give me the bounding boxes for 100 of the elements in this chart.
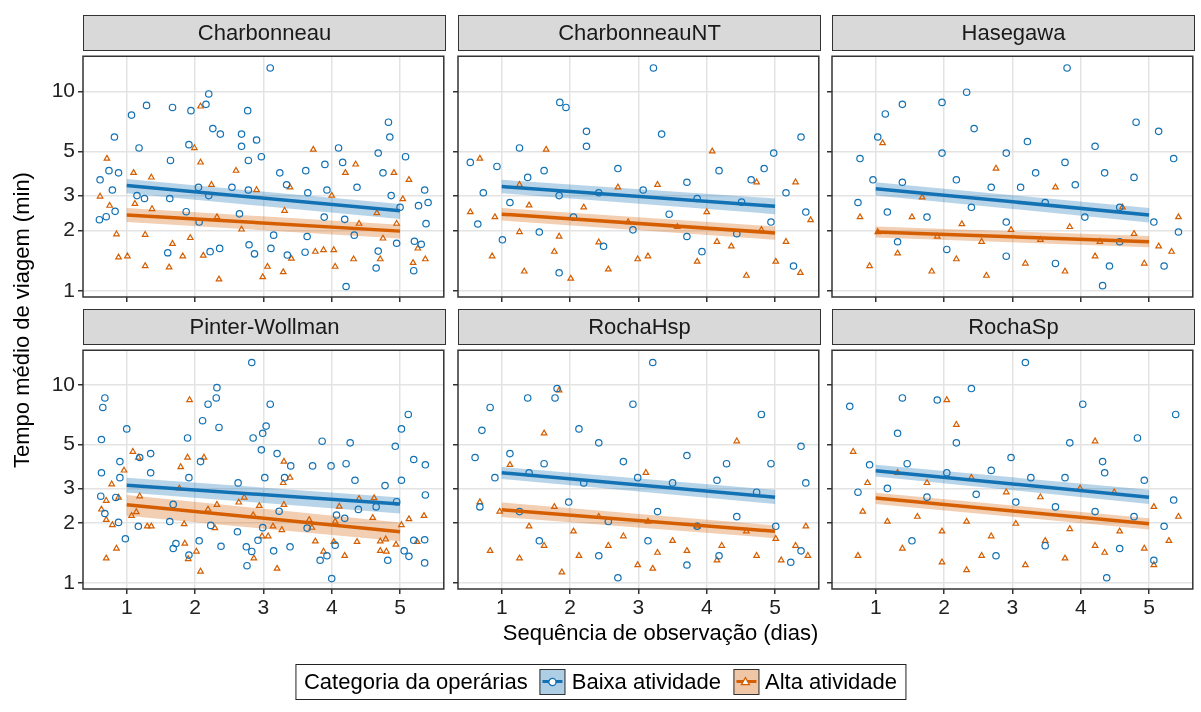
x-tick-label: 1 [869, 595, 882, 619]
point [933, 396, 942, 404]
chart-title: RochaHsp [458, 309, 821, 345]
point [1091, 142, 1099, 151]
point [474, 220, 482, 228]
point [558, 568, 566, 575]
point [767, 218, 775, 226]
point [106, 201, 114, 208]
point [238, 225, 245, 232]
point [1041, 541, 1049, 550]
point [115, 253, 122, 260]
point [908, 213, 916, 220]
point [953, 255, 960, 262]
point [1140, 259, 1148, 266]
point [540, 541, 548, 548]
x-tick-label: 3 [1006, 595, 1019, 619]
point [393, 219, 401, 226]
point [978, 237, 986, 244]
point [797, 133, 805, 141]
point [772, 257, 780, 264]
point [1098, 281, 1107, 290]
point [967, 203, 976, 212]
point [466, 158, 475, 167]
point [854, 198, 862, 207]
point [555, 232, 563, 239]
point [506, 460, 514, 467]
point [580, 203, 588, 210]
point [614, 573, 622, 582]
point [683, 178, 691, 187]
point [854, 488, 862, 497]
x-tick-label: 1 [120, 595, 133, 619]
point [849, 447, 857, 454]
point [1130, 173, 1138, 182]
point [1100, 468, 1109, 477]
point [914, 512, 921, 519]
point [599, 242, 608, 251]
point [938, 149, 946, 157]
point [869, 175, 877, 184]
point [978, 551, 986, 558]
point [614, 164, 622, 173]
point [987, 183, 996, 192]
point [802, 479, 810, 487]
chart-title: Charbonneau [83, 15, 446, 51]
point [1012, 519, 1020, 526]
point [496, 507, 504, 514]
point [1160, 522, 1168, 531]
point [873, 133, 882, 141]
point [854, 551, 862, 558]
legend-label: Baixa atividade [571, 669, 721, 695]
point [747, 175, 755, 184]
point [807, 216, 814, 223]
point [165, 263, 173, 270]
x-tick-label: 5 [1143, 595, 1155, 619]
point [595, 238, 603, 245]
point [1105, 262, 1114, 270]
point [1140, 476, 1149, 485]
point [962, 88, 971, 96]
point [883, 484, 892, 493]
point [698, 247, 706, 256]
point [923, 493, 931, 501]
point [405, 175, 413, 182]
point [259, 273, 267, 280]
x-tick-label: 1 [495, 595, 508, 619]
point [772, 534, 780, 541]
point [757, 410, 766, 419]
point [992, 551, 1000, 560]
point [466, 208, 474, 215]
point [523, 394, 532, 402]
point [893, 429, 902, 438]
point [1175, 213, 1182, 220]
point [898, 394, 907, 402]
point [376, 255, 384, 262]
point [1154, 127, 1163, 136]
x-tick-label: 2 [938, 595, 950, 619]
point [782, 188, 790, 197]
point [491, 213, 499, 220]
point [943, 396, 951, 403]
point [542, 145, 550, 152]
point [506, 198, 514, 207]
point [186, 234, 194, 241]
point [1140, 544, 1148, 551]
point [551, 394, 559, 402]
y-axis-title: Tempo médio de viagem (min) [9, 172, 35, 468]
x-tick-label: 2 [564, 595, 576, 619]
y-tick-label: 10 [51, 78, 75, 102]
point [669, 537, 676, 544]
chart-title: CharbonneauNT [458, 15, 821, 51]
point [1115, 237, 1124, 246]
point [629, 400, 637, 408]
point [737, 198, 746, 206]
point [1012, 498, 1020, 506]
point [540, 459, 548, 468]
point [642, 468, 650, 475]
point [594, 439, 603, 447]
point [987, 532, 995, 539]
point [516, 554, 523, 561]
point [683, 547, 691, 554]
point [486, 547, 494, 554]
point [1119, 203, 1126, 210]
point [1102, 573, 1111, 582]
